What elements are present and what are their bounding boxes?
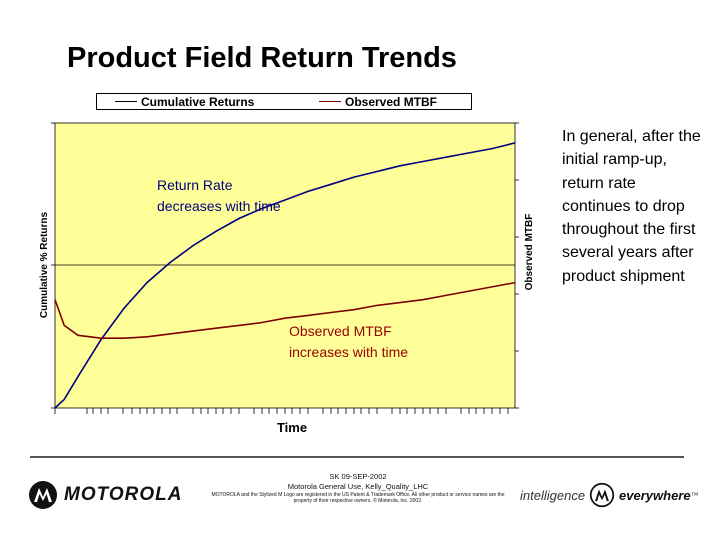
side-commentary: In general, after the initial ramp-up, r… — [562, 128, 701, 285]
annotation-mtbf-line1: Observed MTBF — [289, 323, 392, 339]
annotation-return-rate-line1: Return Rate — [157, 177, 233, 193]
axis-ticks — [51, 122, 519, 414]
motorola-wordmark: MOTOROLA — [64, 484, 183, 505]
series-1-point-20 — [491, 286, 493, 288]
tagline-tm: ™ — [690, 490, 699, 500]
series-0-point-16 — [399, 165, 401, 167]
series-0-point-10 — [261, 207, 263, 210]
series-1-point-10 — [261, 321, 263, 324]
chart-legend: Cumulative Returns Observed MTBF — [96, 93, 472, 110]
legend-label-observed-mtbf: Observed MTBF — [345, 94, 438, 109]
series-1-point-8 — [215, 327, 217, 329]
series-1-point-13 — [330, 311, 332, 314]
legend-label-cumulative-returns: Cumulative Returns — [141, 94, 255, 109]
series-1-point-19 — [468, 290, 470, 292]
legend-item-observed-mtbf: Observed MTBF — [319, 94, 437, 109]
series-0-point-19 — [468, 152, 470, 154]
slide-title: Product Field Return Trends — [67, 42, 457, 74]
footer-line-2: Motorola General Use, Kelly_Quality_LHC — [287, 482, 429, 491]
series-1-point-5 — [146, 336, 148, 338]
series-0-point-4 — [123, 307, 125, 309]
series-0-point-20 — [491, 148, 493, 150]
series-1-point-3 — [100, 337, 102, 339]
series-1-point-17 — [422, 299, 424, 301]
series-0-point-7 — [192, 245, 194, 247]
annotation-mtbf-line2: increases with time — [289, 344, 408, 360]
series-0-point-14 — [353, 176, 355, 178]
tagline: intelligence everywhere ™ — [520, 482, 699, 508]
series-0-point-12 — [307, 190, 309, 192]
series-0-point-5 — [146, 282, 148, 284]
series-0-point-11 — [284, 199, 286, 201]
series-0-point-9 — [238, 217, 240, 220]
footer-info: SK 09-SEP-2002 Motorola General Use, Kel… — [208, 472, 508, 504]
legend-swatch-cumulative-returns — [115, 101, 137, 102]
series-0-point-0 — [54, 407, 56, 409]
series-1-point-11 — [284, 317, 286, 319]
annotation-return-rate-line2: decreases with time — [157, 198, 281, 214]
series-0-point-21 — [514, 142, 516, 144]
x-axis-label: Time — [277, 420, 307, 435]
series-1-point-2 — [77, 334, 79, 336]
series-1-point-7 — [192, 330, 194, 332]
series-1-point-18 — [445, 294, 447, 296]
series-0-point-2 — [77, 376, 79, 378]
tagline-left: intelligence — [520, 487, 586, 503]
series-0-point-8 — [215, 230, 217, 232]
series-0-point-6 — [169, 262, 171, 264]
series-1-point-4 — [123, 337, 125, 339]
series-1-point-21 — [514, 282, 516, 284]
footer-divider — [30, 456, 684, 458]
series-1-point-15 — [376, 304, 378, 306]
series-0-point-15 — [376, 170, 378, 173]
series-1-point-16 — [399, 302, 401, 304]
plot-area — [54, 122, 516, 409]
series-1-point-9 — [238, 324, 240, 326]
series-1-point-0 — [54, 299, 56, 301]
series-0-point-13 — [330, 183, 332, 185]
legend-swatch-observed-mtbf — [319, 101, 341, 102]
series-0-point-18 — [445, 156, 447, 158]
series-1-point-12 — [307, 314, 309, 316]
motorola-logo: MOTOROLA — [28, 480, 182, 510]
series-0-point-3 — [100, 339, 102, 341]
footer-line-1: SK 09-SEP-2002 — [329, 472, 387, 481]
series-1-point-14 — [353, 309, 355, 311]
y-axis-label-left: Cumulative % Returns — [39, 211, 50, 318]
series-1-point-1 — [63, 324, 65, 326]
series-line-observed-mtbf — [54, 281, 516, 340]
series-0-point-17 — [422, 160, 424, 163]
motorola-m-icon — [29, 481, 57, 509]
series-1-point-6 — [169, 333, 171, 335]
legend-item-cumulative-returns: Cumulative Returns — [115, 94, 254, 109]
tagline-right: everywhere — [619, 487, 691, 503]
y-axis-label-right: Observed MTBF — [524, 214, 535, 291]
motorola-m-small-icon — [589, 482, 615, 508]
series-line-cumulative-returns — [54, 142, 516, 409]
footer-fine-print: MOTOROLA and the Stylized M Logo are reg… — [211, 492, 505, 504]
series-points — [54, 142, 516, 409]
series-0-point-1 — [63, 398, 65, 400]
